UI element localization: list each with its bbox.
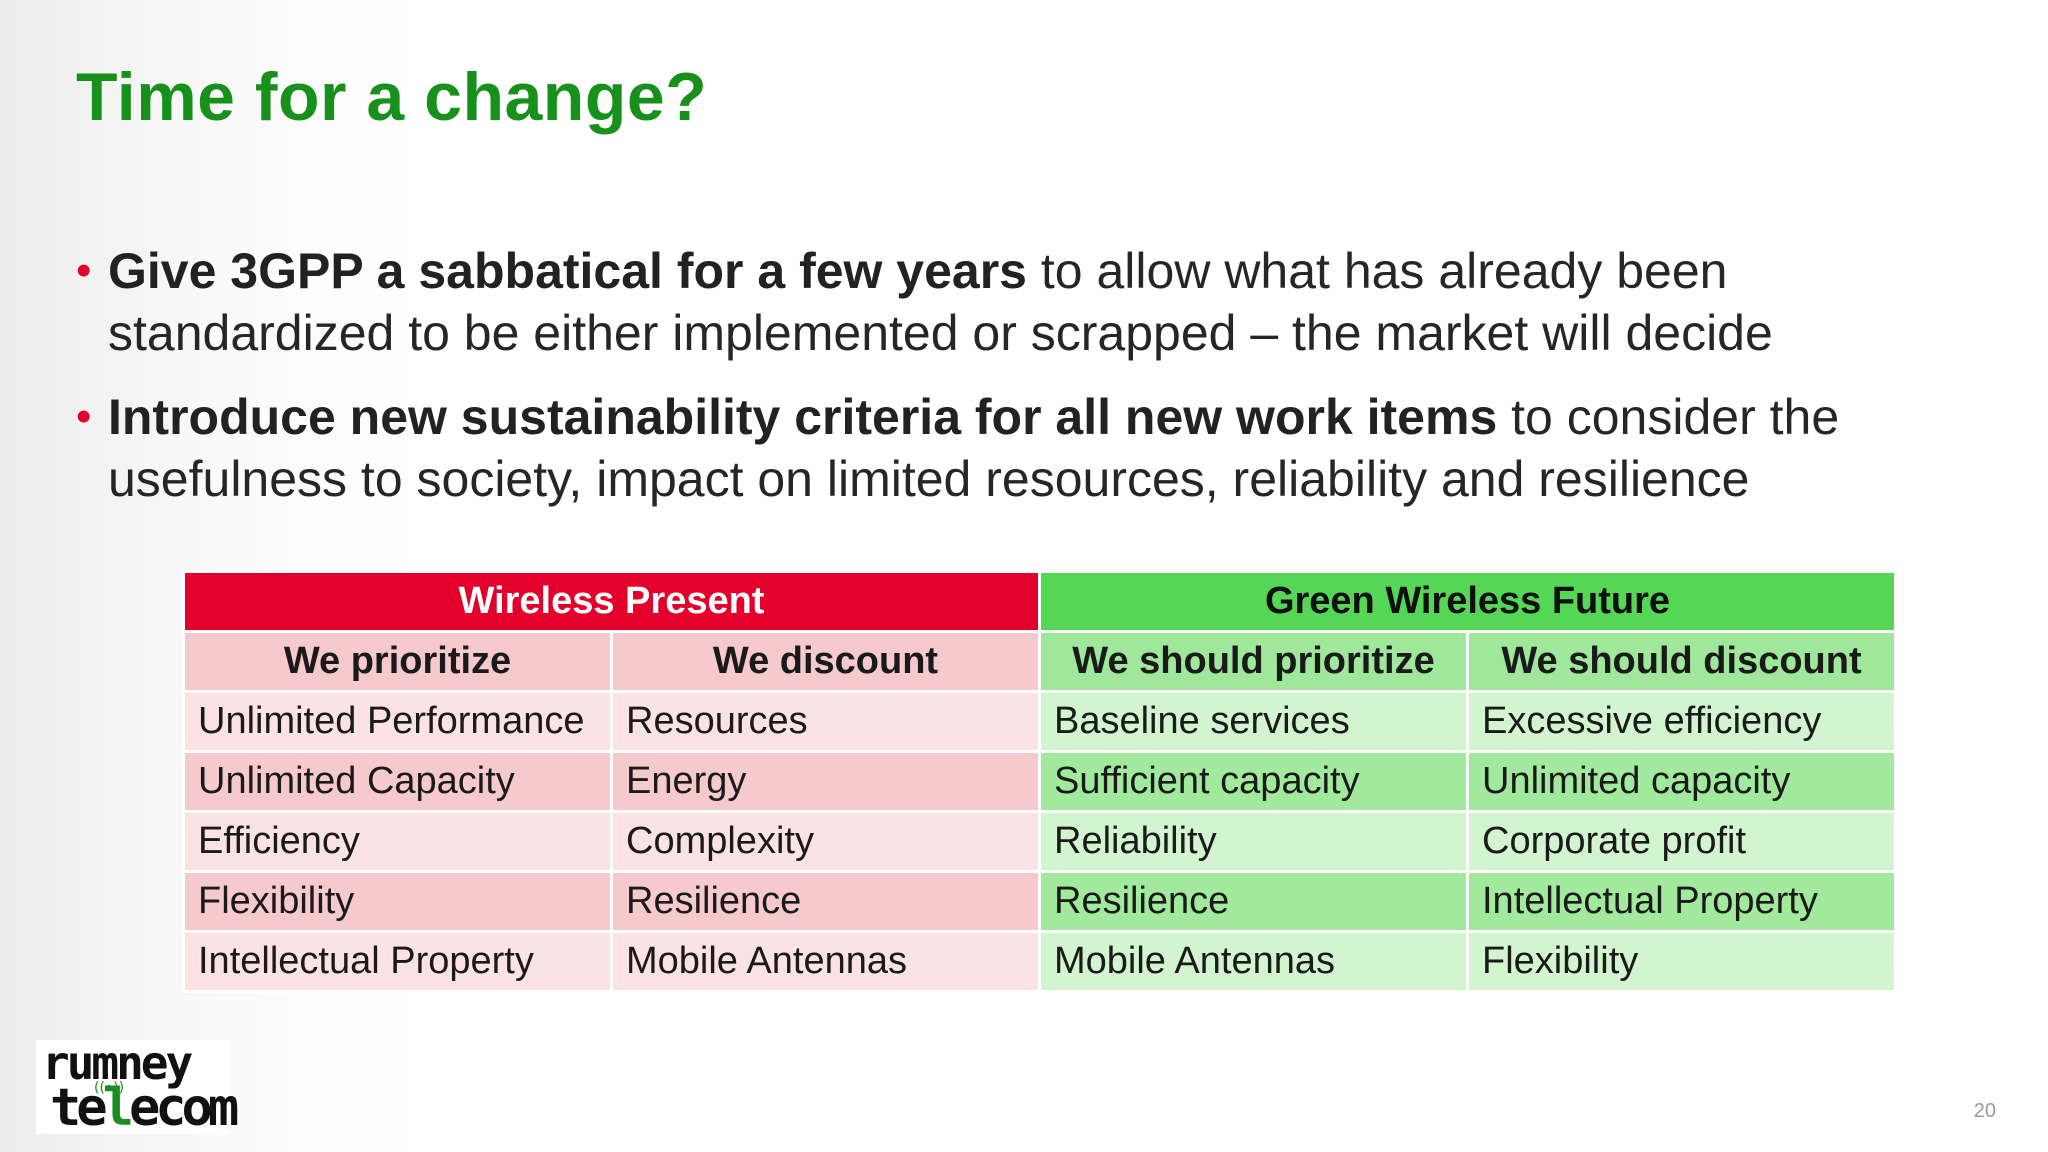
table-band-row: Wireless Present Green Wireless Future: [182, 570, 1897, 633]
page-number: 20: [1973, 1100, 1996, 1122]
bullet-marker-icon: •: [76, 392, 92, 441]
comparison-table: Wireless Present Green Wireless Future W…: [182, 570, 1897, 993]
green-wireless-future-header: Green Wireless Future: [1038, 570, 1897, 633]
table-row: Unlimited Capacity Energy Sufficient cap…: [182, 750, 1897, 813]
table-cell: Energy: [610, 750, 1041, 813]
logo-text-bottom: telecom: [50, 1078, 239, 1138]
bullet-text: to consider the usefulness to society, i…: [108, 389, 1840, 507]
table-cell: Efficiency: [182, 810, 613, 873]
column-header: We prioritize: [182, 630, 613, 693]
table-cell: Mobile Antennas: [1038, 930, 1469, 993]
table-cell: Resilience: [1038, 870, 1469, 933]
bullet-text: to allow what has already been standardi…: [108, 243, 1773, 361]
table-cell: Flexibility: [182, 870, 613, 933]
table-cell: Excessive efficiency: [1466, 690, 1897, 753]
slide-title: Time for a change?: [76, 59, 708, 135]
table-cell: Unlimited Performance: [182, 690, 613, 753]
bullet-item: • Introduce new sustainability criteria …: [76, 386, 1956, 510]
column-header: We discount: [610, 630, 1041, 693]
rumney-telecom-logo: rumney ((•)) telecom: [36, 1036, 239, 1138]
table-cell: Corporate profit: [1466, 810, 1897, 873]
table-row: Intellectual Property Mobile Antennas Mo…: [182, 930, 1897, 993]
logo-text-part: ecom: [128, 1078, 239, 1138]
logo-text-part: te: [50, 1078, 108, 1138]
wireless-present-header: Wireless Present: [182, 570, 1041, 633]
table-cell: Mobile Antennas: [610, 930, 1041, 993]
logo-text-part: l: [102, 1078, 134, 1138]
bullet-marker-icon: •: [76, 246, 92, 295]
table-cell: Unlimited Capacity: [182, 750, 613, 813]
table-cell: Resources: [610, 690, 1041, 753]
table-cell: Complexity: [610, 810, 1041, 873]
bullet-bold-text: Give 3GPP a sabbatical for a few years: [108, 243, 1027, 299]
table-cell: Baseline services: [1038, 690, 1469, 753]
table-row: Unlimited Performance Resources Baseline…: [182, 690, 1897, 753]
table-cell: Sufficient capacity: [1038, 750, 1469, 813]
table-row: Flexibility Resilience Resilience Intell…: [182, 870, 1897, 933]
table-cell: Intellectual Property: [1466, 870, 1897, 933]
bullet-list: • Give 3GPP a sabbatical for a few years…: [76, 240, 1956, 532]
bullet-item: • Give 3GPP a sabbatical for a few years…: [76, 240, 1956, 364]
logo-text-top: rumney: [42, 1036, 193, 1090]
table-row: Efficiency Complexity Reliability Corpor…: [182, 810, 1897, 873]
antenna-signal-icon: ((•)): [94, 1080, 125, 1096]
table-cell: Resilience: [610, 870, 1041, 933]
table-subheader-row: We prioritize We discount We should prio…: [182, 630, 1897, 693]
table-cell: Flexibility: [1466, 930, 1897, 993]
table-cell: Reliability: [1038, 810, 1469, 873]
table-cell: Unlimited capacity: [1466, 750, 1897, 813]
bullet-bold-text: Introduce new sustainability criteria fo…: [108, 389, 1498, 445]
column-header: We should discount: [1466, 630, 1897, 693]
column-header: We should prioritize: [1038, 630, 1469, 693]
table-cell: Intellectual Property: [182, 930, 613, 993]
